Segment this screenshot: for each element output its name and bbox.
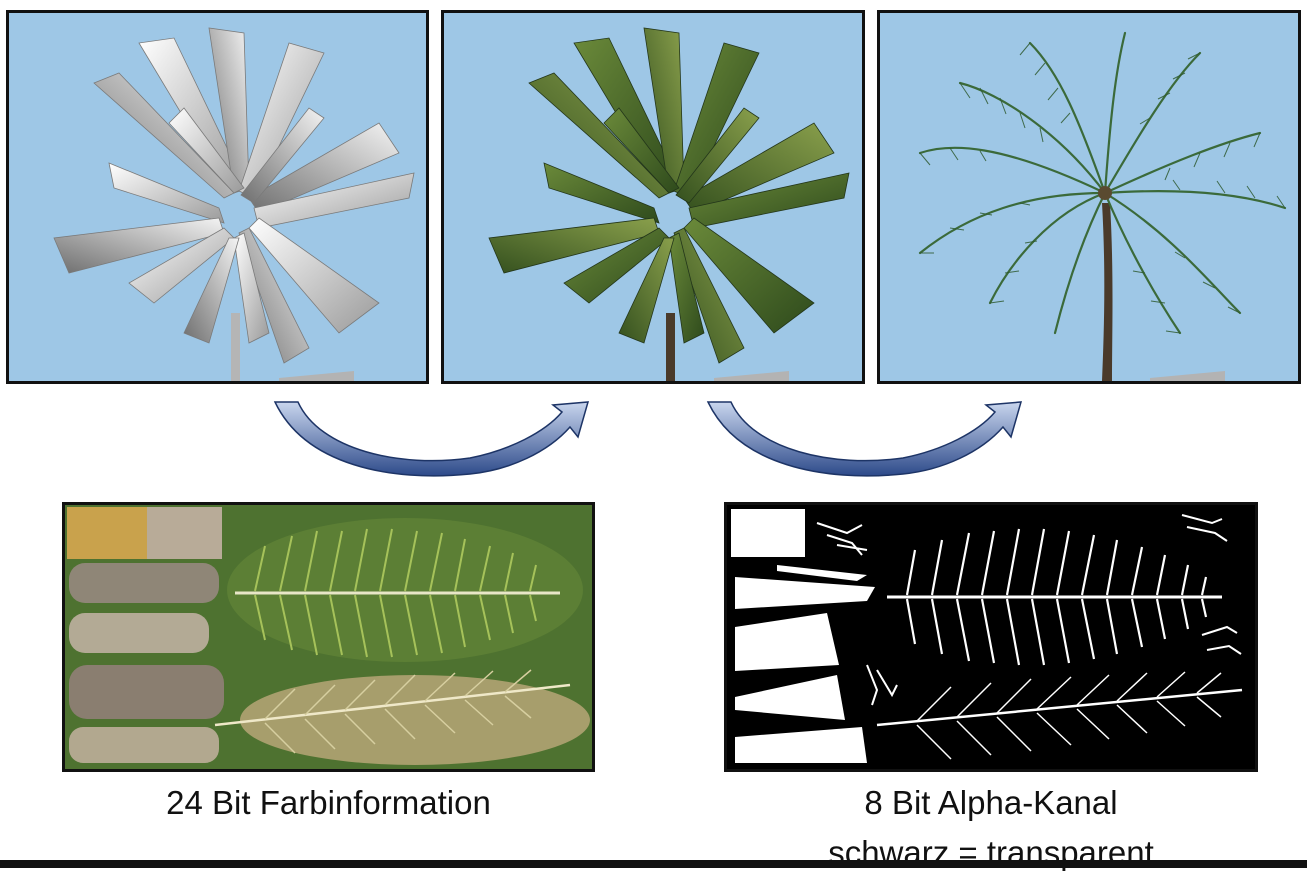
alpha-green-frond-mask — [887, 528, 1222, 666]
bottom-divider — [0, 860, 1307, 868]
curved-arrow-1 — [273, 401, 590, 477]
bark-strips — [67, 507, 224, 763]
alpha-palm-fronds — [918, 31, 1287, 335]
render-panel-untextured — [6, 10, 429, 384]
render-panel-textured — [441, 10, 865, 384]
textured-palm-crown — [488, 27, 850, 364]
alpha-map-caption: 8 Bit Alpha-Kanal — [864, 784, 1118, 821]
color-texture-map — [62, 502, 595, 772]
alpha-texture-map — [724, 502, 1258, 772]
alpha-twig-masks — [816, 514, 1242, 706]
alpha-dry-frond-mask — [876, 671, 1243, 760]
untextured-palm-crown — [53, 27, 415, 364]
dry-frond-texture — [214, 669, 590, 765]
render-panel-alpha-tested — [877, 10, 1301, 384]
color-map-caption: 24 Bit Farbinformation — [166, 784, 491, 821]
green-frond-texture — [227, 518, 583, 662]
alpha-bark-masks — [735, 565, 875, 763]
curved-arrow-2 — [706, 401, 1023, 477]
